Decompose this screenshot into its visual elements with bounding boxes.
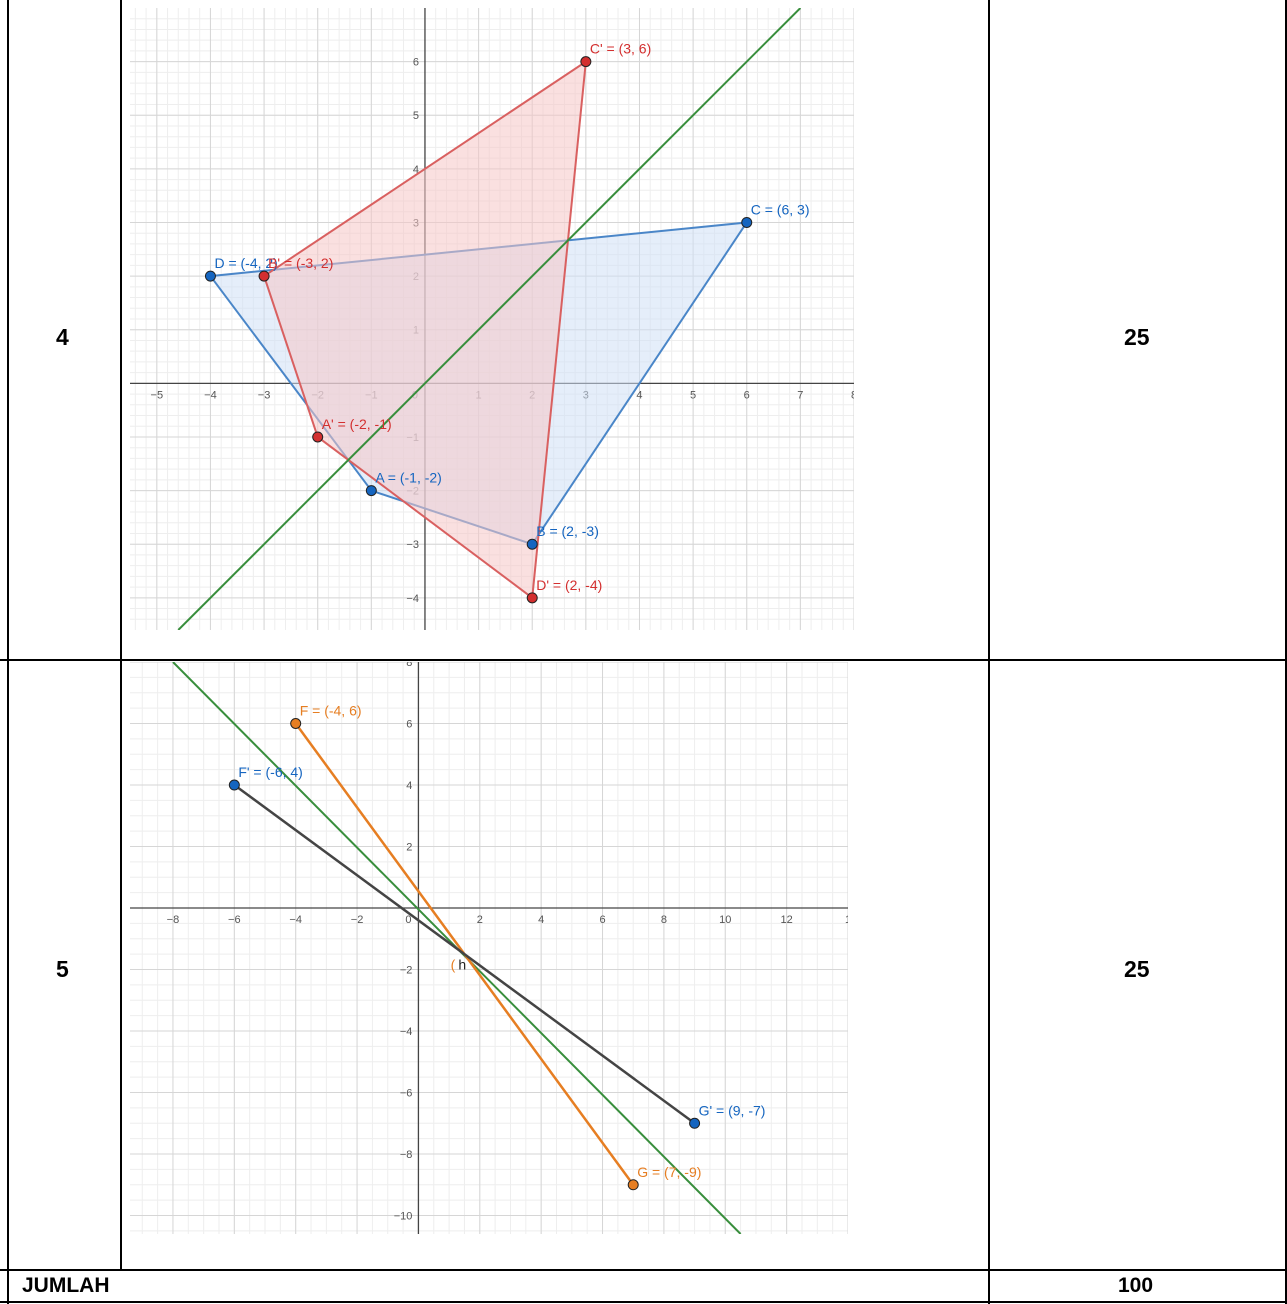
coordinate-plane: −5−4−3−2−112345678−4−3−2−11234560A = (-1… [130,8,854,630]
point-label: F = (-4, 6) [300,703,362,719]
point [204,270,216,282]
x-tick-label: −4 [289,914,302,926]
x-tick-label: −3 [258,389,271,401]
point-label: A = (-1, -2) [375,470,442,486]
graph-reflection-quadrilateral: −5−4−3−2−112345678−4−3−2−11234560A = (-1… [130,8,854,630]
point [228,779,240,791]
y-tick-label: 2 [406,842,412,854]
table-border-col2 [988,0,990,1304]
point [258,270,270,282]
total-label: JUMLAH [22,1274,110,1297]
point-label: G = (7, -9) [637,1164,701,1180]
row-number: 5 [56,956,69,982]
row-score: 25 [1124,324,1150,350]
x-tick-label: 1 [845,914,848,926]
point [526,592,538,604]
point [312,431,324,443]
point-label: G' = (9, -7) [699,1102,766,1118]
y-tick-label: −4 [400,1026,413,1038]
table-border-col1 [120,0,122,1270]
point [627,1179,639,1191]
x-tick-label: 10 [719,914,731,926]
graph-reflection-segment: −8 −6 −4 −2 2 4 6 8 10 12 1 −10 −8 −6 −4 −2 2 4 6 8 0 F = (-4… [130,662,848,1234]
x-tick-label: −2 [351,914,364,926]
y-tick-label: 8 [406,662,412,669]
x-tick-label: 6 [599,914,605,926]
row-number: 4 [56,324,69,350]
intersection-label: h [458,957,466,973]
origin-label: 0 [405,914,411,926]
point [741,216,753,228]
table-border-right [1285,0,1287,1304]
point-label: A' = (-2, -1) [322,416,392,432]
y-tick-label: −4 [406,593,419,605]
mirror-line [177,8,802,630]
point [290,718,302,730]
point-label: D' = (2, -4) [536,577,602,593]
point-label: C' = (3, 6) [590,41,651,57]
point [365,485,377,497]
point-label: C = (6, 3) [751,201,810,217]
coordinate-plane: −8 −6 −4 −2 2 4 6 8 10 12 1 −10 −8 −6 −4 −2 2 4 6 8 0 F = (-4… [130,662,848,1234]
point [526,538,538,550]
y-tick-label: −2 [400,965,413,977]
point [689,1117,701,1129]
x-tick-label: 2 [477,914,483,926]
y-tick-label: −10 [394,1211,413,1223]
total-value: 100 [1118,1274,1154,1297]
row-score: 25 [1124,956,1150,982]
y-tick-label: −3 [406,539,419,551]
point-label: B' = (-3, 2) [268,255,333,271]
point-label: F' = (-6, 4) [238,764,303,780]
table-border-left [7,0,9,1304]
x-tick-label: 5 [690,389,696,401]
point-label: D = (-4, 2) [214,255,277,271]
y-tick-label: −6 [400,1088,413,1100]
table-border-row1 [0,659,1287,661]
x-tick-label: −4 [204,389,217,401]
point [580,56,592,68]
y-tick-label: 6 [406,719,412,731]
x-tick-label: 4 [636,389,642,401]
x-tick-label: −5 [151,389,164,401]
y-tick-label: 4 [413,164,419,176]
x-tick-label: 4 [538,914,544,926]
y-tick-label: 4 [406,780,412,792]
x-tick-label: 8 [851,389,854,401]
y-tick-label: −8 [400,1149,413,1161]
x-tick-label: −8 [167,914,180,926]
x-tick-label: 7 [797,389,803,401]
point-label: B = (2, -3) [536,523,599,539]
intersection-prefix: ( [451,957,456,973]
y-tick-label: 6 [413,57,419,69]
x-tick-label: −6 [228,914,241,926]
table-border-row2 [0,1269,1287,1271]
x-tick-label: 8 [661,914,667,926]
segment-black [233,784,696,1125]
x-tick-label: 6 [744,389,750,401]
x-tick-label: 12 [781,914,793,926]
y-tick-label: 5 [413,110,419,122]
table-border-bottom [0,1301,1287,1303]
